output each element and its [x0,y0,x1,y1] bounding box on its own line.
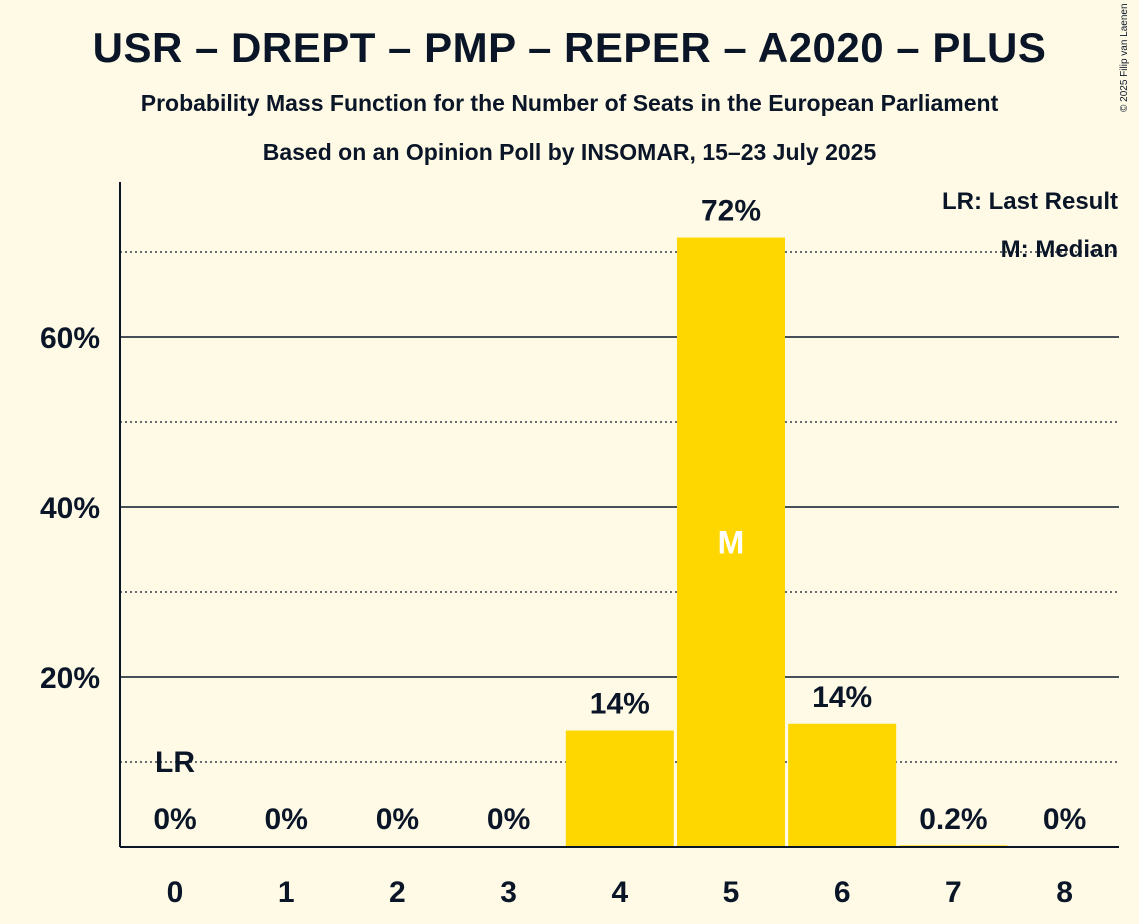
chart-subtitle: Probability Mass Function for the Number… [140,90,999,116]
x-tick-label: 4 [611,876,628,909]
y-tick-label: 20% [40,662,100,695]
bar-label-7: 0.2% [919,803,987,836]
bar-5 [677,237,785,848]
bar-label-1: 0% [265,803,308,836]
legend: LR: Last Result M: Median [942,188,1118,263]
bar-label-3: 0% [487,803,530,836]
x-tick-label: 8 [1056,876,1073,909]
chart-title: USR – DREPT – PMP – REPER – A2020 – PLUS [92,24,1047,71]
axes: 20% 40% 60% 0 1 2 3 4 5 6 7 8 [40,182,1119,909]
bar-label-2: 0% [376,803,419,836]
bars [565,237,1008,848]
y-tick-label: 60% [40,322,100,355]
bar-6 [788,723,897,847]
median-marker: M [718,524,745,560]
y-tick-label: 40% [40,492,100,525]
bar-label-4: 14% [590,688,650,721]
grid-lines [120,251,1119,763]
legend-median: M: Median [1001,236,1118,263]
bar-label-5: 72% [701,195,761,228]
chart-source: Based on an Opinion Poll by INSOMAR, 15–… [262,139,877,165]
last-result-marker: LR [155,746,195,779]
x-tick-label: 5 [723,876,740,909]
x-tick-label: 0 [167,876,184,909]
bar-label-0: 0% [153,803,196,836]
bar-label-6: 14% [812,681,872,714]
bar-label-8: 0% [1043,803,1086,836]
x-tick-label: 1 [278,876,295,909]
x-tick-label: 7 [945,876,962,909]
legend-last-result: LR: Last Result [942,188,1118,215]
bar-labels: 0% 0% 0% 0% 14% 72% 14% 0.2% 0% M LR [153,195,1086,836]
x-tick-label: 3 [500,876,517,909]
x-tick-label: 6 [834,876,851,909]
bar-4 [565,730,674,847]
x-tick-label: 2 [389,876,406,909]
